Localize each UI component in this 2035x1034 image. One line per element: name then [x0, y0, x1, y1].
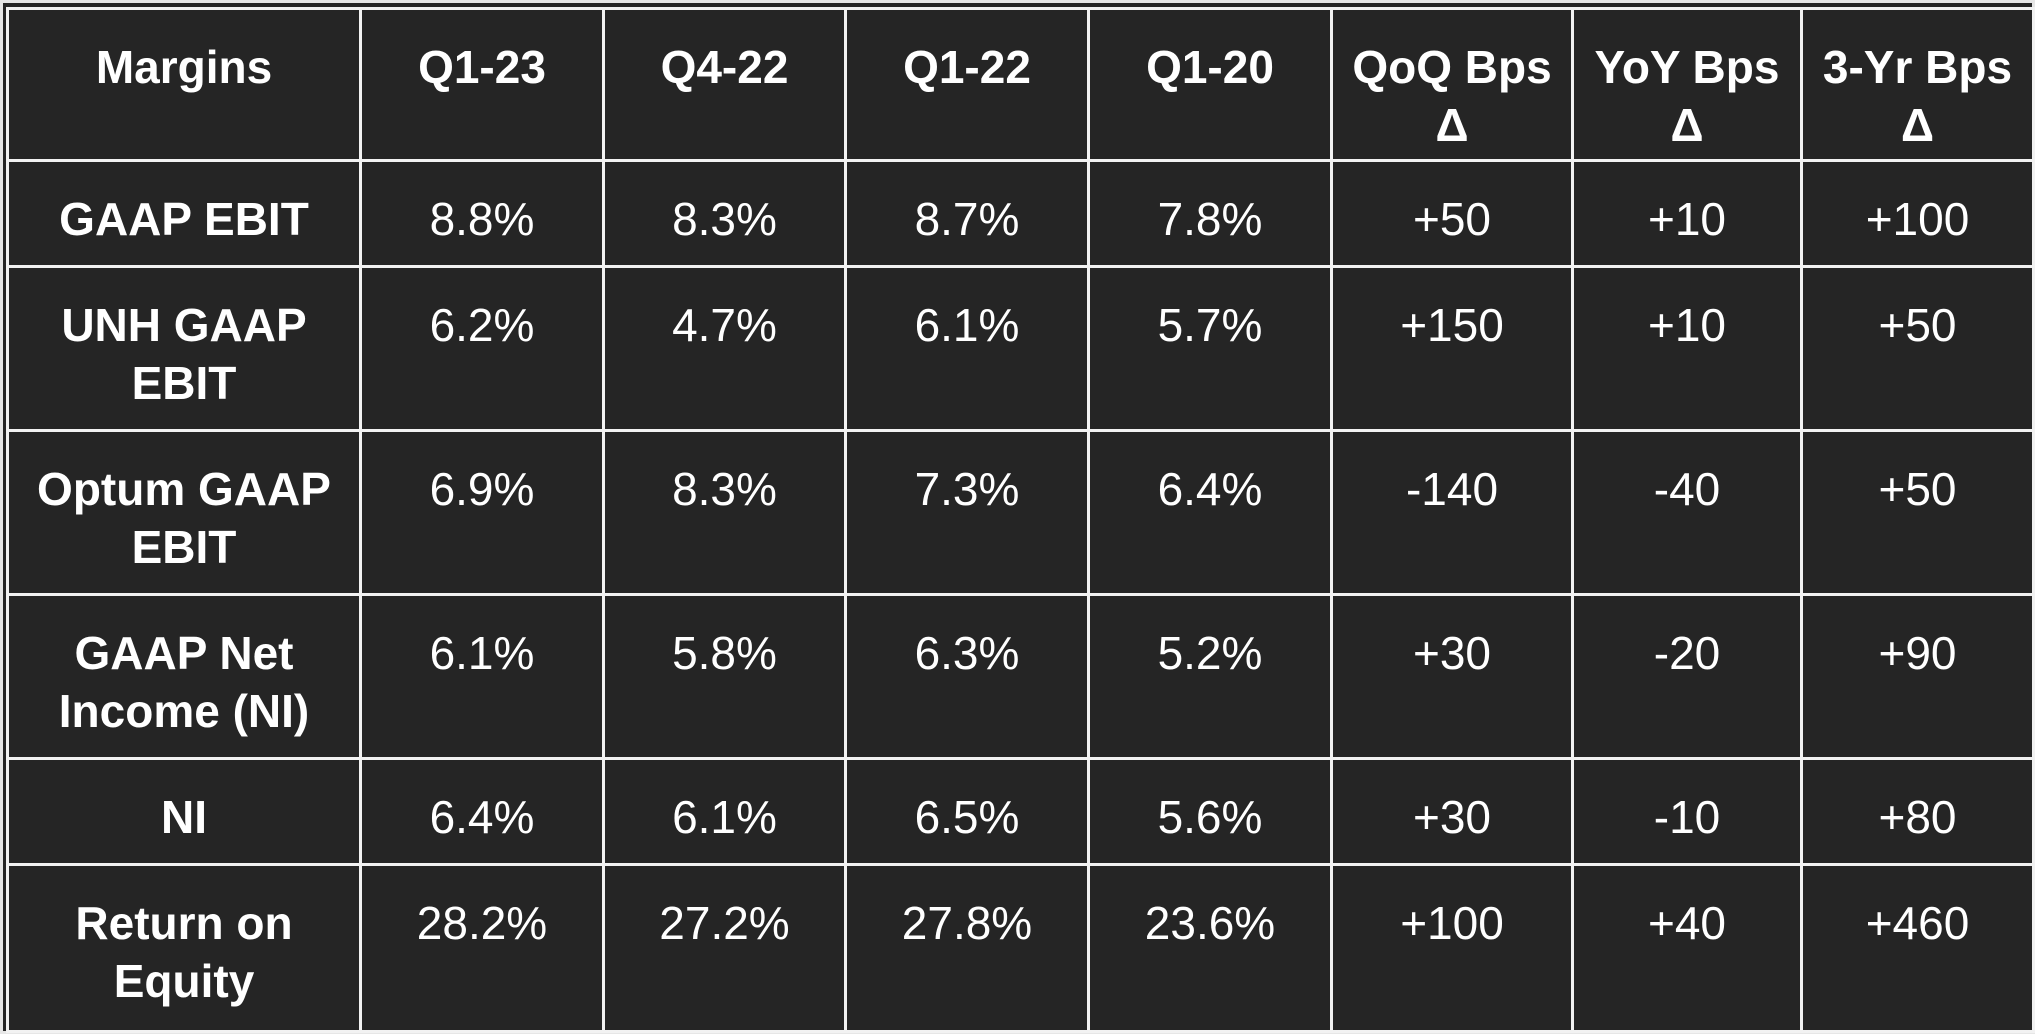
row-label: UNH GAAP EBIT [6, 265, 362, 432]
table-cell: 5.8% [602, 593, 847, 760]
table-cell: 5.6% [1087, 757, 1333, 866]
column-header: Q4-22 [602, 7, 847, 162]
table-cell: 8.3% [602, 429, 847, 596]
table-cell: 6.1% [602, 757, 847, 866]
table-cell: 6.3% [844, 593, 1090, 760]
header-row: Margins Q1-23 Q4-22 Q1-22 Q1-20 QoQ Bps … [6, 7, 2035, 162]
table-cell: 4.7% [602, 265, 847, 432]
column-header: Margins [6, 7, 362, 162]
table-cell: 7.3% [844, 429, 1090, 596]
table-cell: -40 [1571, 429, 1803, 596]
table-cell: -20 [1571, 593, 1803, 760]
table-cell: +50 [1330, 159, 1574, 268]
table-cell: +80 [1800, 757, 2035, 866]
table-cell: 5.7% [1087, 265, 1333, 432]
table-cell: +40 [1571, 863, 1803, 1033]
row-label: GAAP EBIT [6, 159, 362, 268]
table-row: Return on Equity 28.2% 27.2% 27.8% 23.6%… [6, 863, 2035, 1033]
table-cell: 6.2% [359, 265, 605, 432]
table-cell: +150 [1330, 265, 1574, 432]
column-header: YoY Bps Δ [1571, 7, 1803, 162]
table-cell: +30 [1330, 593, 1574, 760]
column-header: Q1-20 [1087, 7, 1333, 162]
table-cell: +50 [1800, 265, 2035, 432]
table-cell: 8.7% [844, 159, 1090, 268]
table-cell: +10 [1571, 159, 1803, 268]
table-cell: +460 [1800, 863, 2035, 1033]
table-row: Optum GAAP EBIT 6.9% 8.3% 7.3% 6.4% -140… [6, 429, 2035, 596]
table-cell: 8.8% [359, 159, 605, 268]
table-cell: +30 [1330, 757, 1574, 866]
table-cell: 6.5% [844, 757, 1090, 866]
column-header: Q1-22 [844, 7, 1090, 162]
table-cell: 7.8% [1087, 159, 1333, 268]
table-cell: +90 [1800, 593, 2035, 760]
table-cell: +100 [1800, 159, 2035, 268]
table-row: NI 6.4% 6.1% 6.5% 5.6% +30 -10 +80 [6, 757, 2035, 866]
table-cell: 8.3% [602, 159, 847, 268]
table-cell: 23.6% [1087, 863, 1333, 1033]
table-cell: 28.2% [359, 863, 605, 1033]
table-cell: 27.8% [844, 863, 1090, 1033]
table-cell: 6.9% [359, 429, 605, 596]
row-label: NI [6, 757, 362, 866]
table-cell: +10 [1571, 265, 1803, 432]
table-row: GAAP EBIT 8.8% 8.3% 8.7% 7.8% +50 +10 +1… [6, 159, 2035, 268]
table-cell: +50 [1800, 429, 2035, 596]
table-cell: 6.4% [1087, 429, 1333, 596]
column-header: 3-Yr Bps Δ [1800, 7, 2035, 162]
table-row: GAAP Net Income (NI) 6.1% 5.8% 6.3% 5.2%… [6, 593, 2035, 760]
table-cell: 6.4% [359, 757, 605, 866]
table-row: UNH GAAP EBIT 6.2% 4.7% 6.1% 5.7% +150 +… [6, 265, 2035, 432]
table-cell: -140 [1330, 429, 1574, 596]
table-cell: 27.2% [602, 863, 847, 1033]
margins-table: Margins Q1-23 Q4-22 Q1-22 Q1-20 QoQ Bps … [6, 7, 2035, 1033]
table-cell: -10 [1571, 757, 1803, 866]
table-cell: 6.1% [359, 593, 605, 760]
table-cell: 5.2% [1087, 593, 1333, 760]
column-header: Q1-23 [359, 7, 605, 162]
row-label: Optum GAAP EBIT [6, 429, 362, 596]
row-label: GAAP Net Income (NI) [6, 593, 362, 760]
row-label: Return on Equity [6, 863, 362, 1033]
table-cell: +100 [1330, 863, 1574, 1033]
column-header: QoQ Bps Δ [1330, 7, 1574, 162]
table-cell: 6.1% [844, 265, 1090, 432]
